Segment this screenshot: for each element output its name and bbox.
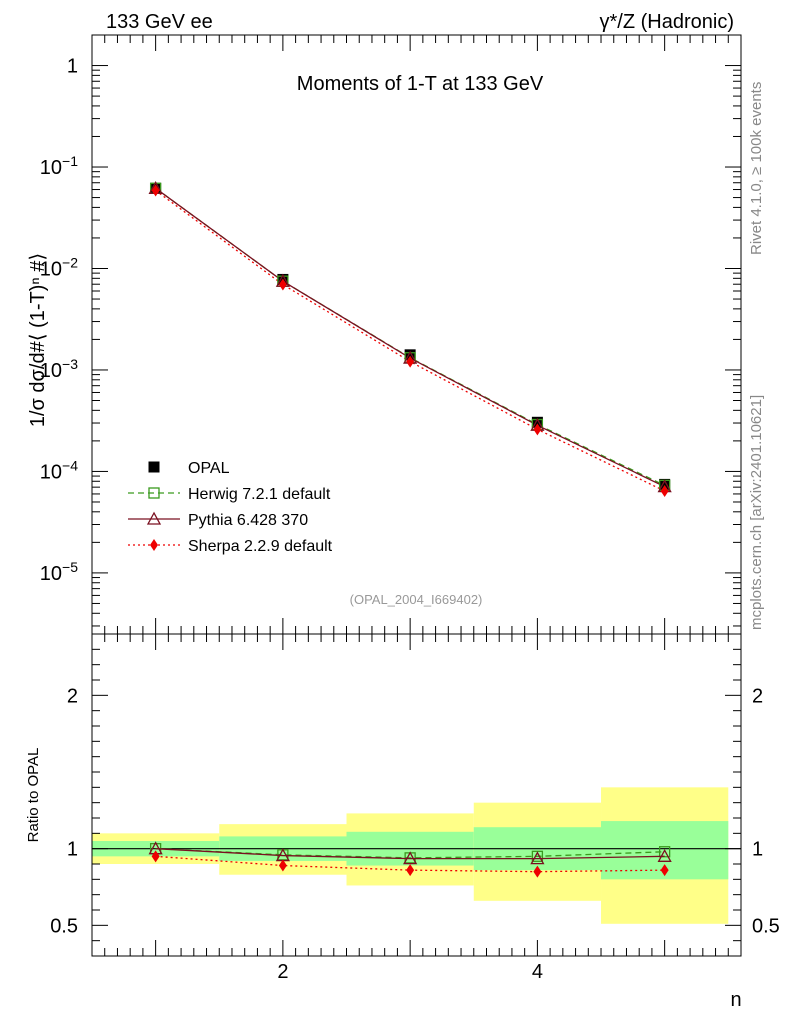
- main-point-sherpa-0: [151, 184, 160, 197]
- ratio-y-axis-label: Ratio to OPAL: [25, 748, 42, 843]
- main-point-sherpa-3: [533, 423, 542, 436]
- ratio-point-sherpa-2: [406, 864, 415, 877]
- main-title: Moments of 1-T at 133 GeV: [297, 73, 544, 95]
- ratio-frame: [91, 633, 742, 957]
- rivet-version-label: Rivet 4.1.0, ≥ 100k events: [748, 82, 765, 255]
- header-right-label: γ*/Z (Hadronic): [600, 11, 734, 33]
- legend-label-sherpa: Sherpa 2.2.9 default: [188, 538, 333, 555]
- ratio-y-tick-label: 1: [67, 839, 78, 861]
- ratio-y-tick-label-right: 2: [752, 685, 763, 707]
- ratio-point-pythia-3: [530, 851, 545, 865]
- ratio-point-sherpa-0: [151, 850, 160, 863]
- watermark-label: (OPAL_2004_I669402): [350, 592, 483, 607]
- mcplots-label: mcplots.cern.ch [arXiv:2401.10621]: [748, 395, 765, 630]
- legend-label-herwig: Herwig 7.2.1 default: [188, 486, 331, 503]
- main-axes: 1 10−1 10−2 10−3 10−4 10−5: [40, 34, 742, 635]
- main-line-pythia: [155, 187, 665, 488]
- main-point-opal-3: [531, 416, 543, 428]
- legend-label-opal: OPAL: [188, 460, 230, 477]
- ratio-point-pythia-4: [657, 848, 672, 862]
- main-y-tick-label: 10−3: [40, 356, 78, 382]
- legend: OPAL Herwig 7.2.1 default Pythia 6.428 370…: [128, 460, 333, 555]
- ratio-y-tick-label: 0.5: [50, 915, 78, 937]
- ratio-point-pythia-2: [403, 851, 418, 865]
- ratio-y-tick-label-right: 0.5: [752, 915, 780, 937]
- main-point-sherpa-1: [278, 278, 287, 291]
- main-y-tick-label: 10−5: [40, 559, 78, 585]
- main-panel: Moments of 1-T at 133 GeV (OPAL_2004_I66…: [27, 34, 742, 635]
- main-y-axis-label: 1/σ dσ/d#⟨ (1-T)ⁿ #⟩: [27, 253, 49, 427]
- main-content: [148, 180, 672, 498]
- main-line-sherpa: [155, 189, 665, 492]
- ratio-line-pythia: [155, 848, 665, 860]
- ratio-line-sherpa: [155, 855, 665, 873]
- header-left-label: 133 GeV ee: [106, 11, 213, 33]
- main-y-tick-label: 10−2: [40, 254, 78, 280]
- legend-marker-opal: [148, 461, 160, 473]
- ratio-y-tick-label-right: 1: [752, 839, 763, 861]
- ratio-panel: Ratio to OPAL n 0.5 0.5 1 1 2 2 2 4: [25, 633, 780, 1011]
- main-y-tick-label: 10−1: [40, 153, 78, 179]
- ratio-content: [92, 787, 741, 924]
- ratio-axes: 0.5 0.5 1 1 2 2 2 4: [50, 633, 780, 983]
- ratio-point-sherpa-3: [533, 865, 542, 878]
- legend-marker-pythia: [146, 511, 162, 525]
- legend-label-pythia: Pythia 6.428 370: [188, 512, 308, 529]
- main-line-herwig: [155, 187, 665, 486]
- main-y-tick-label: 1: [67, 56, 78, 78]
- main-point-sherpa-4: [660, 485, 669, 498]
- main-point-sherpa-2: [406, 355, 415, 368]
- x-axis-label: n: [730, 989, 741, 1011]
- ratio-y-tick-label: 2: [67, 685, 78, 707]
- x-tick-label: 2: [277, 961, 288, 983]
- main-y-tick-label: 10−4: [40, 457, 78, 483]
- x-tick-label: 4: [532, 961, 543, 983]
- legend-marker-sherpa: [150, 539, 158, 551]
- legend-marker-herwig: [148, 487, 160, 499]
- main-point-opal-4: [659, 478, 671, 490]
- ratio-point-sherpa-4: [660, 864, 669, 877]
- main-point-opal-2: [404, 349, 416, 361]
- ratio-point-sherpa-1: [278, 859, 287, 872]
